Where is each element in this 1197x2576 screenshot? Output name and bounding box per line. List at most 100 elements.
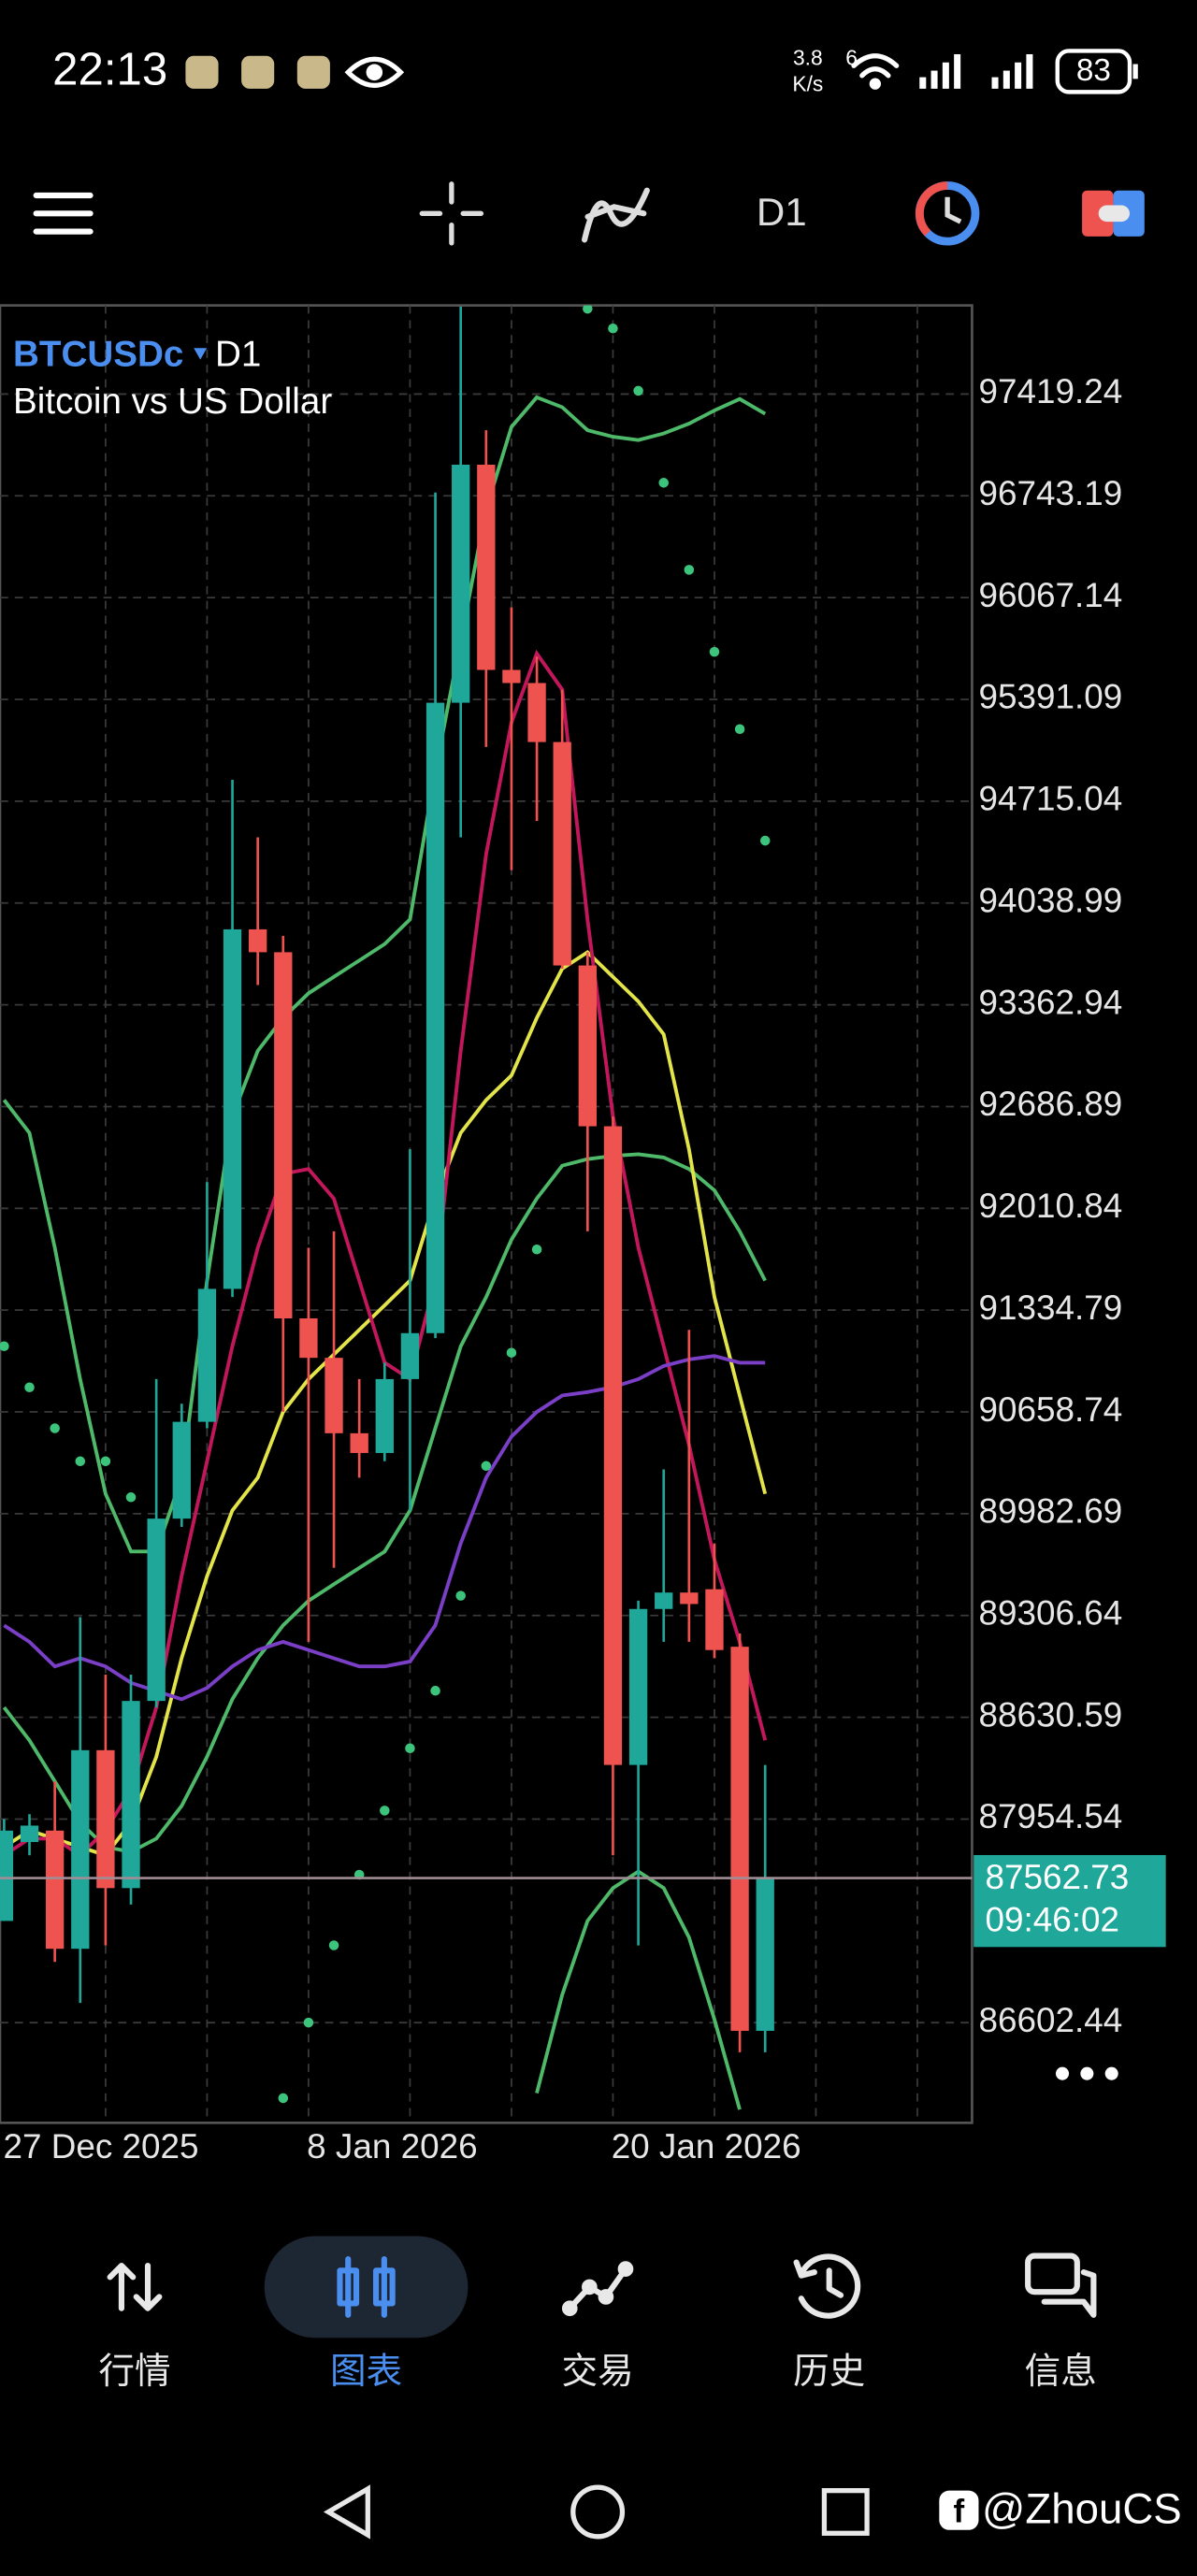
one-click-button[interactable] (1082, 190, 1145, 237)
x-tick-label: 8 Jan 2026 (307, 2127, 477, 2166)
tab-icons (107, 2252, 1097, 2319)
sar-dot (303, 2017, 314, 2028)
plot (0, 305, 973, 2110)
sar-dot (328, 1940, 339, 1950)
y-tick-label: 89306.64 (978, 1593, 1122, 1632)
y-tick-label: 97419.24 (978, 372, 1122, 410)
sar-dot (125, 1492, 137, 1503)
countdown-label: 09:46:02 (985, 1901, 1118, 1939)
sar-dot (608, 324, 618, 334)
chart-more-button[interactable] (1055, 2066, 1118, 2080)
sar-dot (380, 1806, 390, 1816)
sar-dot (506, 1347, 517, 1358)
battery-tip (1132, 64, 1138, 79)
candle-body (20, 1825, 39, 1843)
sar-dot (633, 385, 643, 396)
sar-dot (709, 646, 720, 657)
chart-timeframe: D1 (215, 334, 261, 374)
history-icon[interactable] (793, 2253, 861, 2319)
axes: 97419.24 96743.19 96067.14 95391.09 94715.04… (4, 372, 1123, 2166)
current-price-box (973, 1854, 1166, 1948)
tab-label[interactable]: 图表 (330, 2352, 402, 2392)
candle-body (502, 669, 521, 684)
x-tick-label: 27 Dec 2025 (4, 2127, 199, 2166)
tab-label[interactable]: 交易 (562, 2352, 634, 2392)
tab-label[interactable]: 行情 (98, 2352, 170, 2392)
y-tick-label: 91334.79 (978, 1288, 1122, 1327)
y-tick-label: 89982.69 (978, 1492, 1122, 1531)
candle-body (655, 1592, 673, 1609)
tab-label[interactable]: 信息 (1025, 2352, 1097, 2392)
sar-dot (759, 835, 771, 846)
trade-icon[interactable] (561, 2261, 634, 2317)
candle-body (249, 928, 267, 953)
sar-dot (430, 1685, 440, 1696)
system-nav (323, 2484, 870, 2540)
watermark-icon: f (939, 2490, 979, 2530)
sar-dot (658, 478, 669, 488)
quotes-icon[interactable] (107, 2263, 163, 2311)
symbol-dropdown[interactable] (194, 348, 208, 360)
plot-frame (0, 304, 973, 2124)
candle-body (147, 1518, 166, 1702)
menu-button[interactable] (33, 192, 94, 235)
sar-dot (734, 724, 745, 735)
sar-dot (75, 1456, 86, 1467)
current-price-label: 87562.73 (985, 1858, 1129, 1896)
candle-body (45, 1830, 65, 1950)
crosshair-button[interactable] (419, 181, 484, 246)
messages-icon[interactable] (1025, 2252, 1097, 2318)
tab-label[interactable]: 历史 (793, 2352, 865, 2392)
sar-dot (278, 2093, 289, 2104)
candle-body (122, 1701, 140, 1889)
candle-body (452, 464, 470, 703)
net-unit: K/s (792, 71, 823, 95)
tab-labels: 行情 图表 交易 历史 信息 (98, 2352, 1097, 2392)
net-speed: 3.8 (793, 45, 823, 69)
candle-body (0, 1830, 14, 1921)
candle-body (71, 1749, 90, 1950)
sar-dot (24, 1382, 35, 1393)
candle-body (705, 1589, 724, 1650)
notification-icons (185, 55, 405, 89)
sar-dot (455, 1590, 466, 1601)
back-button[interactable] (323, 2484, 370, 2540)
candle-body (350, 1432, 368, 1453)
sar-dot (0, 1341, 9, 1352)
sar-dot (100, 1456, 111, 1467)
status-time: 22:13 (52, 43, 167, 94)
chart-icon[interactable] (337, 2256, 396, 2318)
candle-body (299, 1317, 318, 1359)
indicators-button[interactable] (582, 187, 650, 243)
candle-body (527, 683, 546, 742)
y-tick-label: 86602.44 (978, 2001, 1122, 2039)
current-price-tag: 87562.73 09:46:02 (973, 1854, 1166, 1948)
recents-button[interactable] (821, 2488, 870, 2536)
watermark: @ZhouCS (982, 2485, 1182, 2533)
candle-body (400, 1332, 420, 1379)
candle-body (197, 1288, 217, 1422)
candle-body (324, 1358, 343, 1433)
y-tick-label: 92010.84 (978, 1187, 1122, 1225)
y-tick-label: 87954.54 (978, 1797, 1122, 1835)
candle-body (223, 928, 242, 1289)
trade-clock-button[interactable] (915, 181, 980, 246)
y-tick-label: 96067.14 (978, 576, 1122, 614)
home-button[interactable] (570, 2484, 626, 2540)
battery-icon (1055, 49, 1132, 94)
sar-dot (684, 565, 695, 575)
y-tick-label: 94038.99 (978, 881, 1122, 919)
timeframe-button[interactable]: D1 (757, 190, 807, 234)
sar-dot (583, 305, 593, 314)
candle-body (425, 702, 445, 1333)
sar-dot (50, 1423, 60, 1433)
candle-body (578, 965, 597, 1127)
sar-dot (531, 1244, 542, 1255)
symbol[interactable]: BTCUSDc (13, 334, 183, 374)
x-tick-label: 20 Jan 2026 (612, 2127, 801, 2166)
sar-dot (405, 1743, 415, 1753)
candle-body (603, 1126, 623, 1765)
